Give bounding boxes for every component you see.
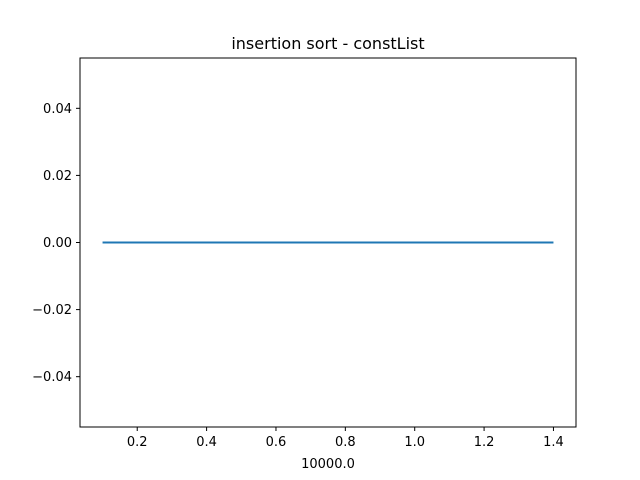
x-tick-label: 1.4 bbox=[543, 435, 564, 450]
x-tick-label: 0.4 bbox=[196, 435, 217, 450]
chart-title: insertion sort - constList bbox=[231, 34, 424, 53]
x-tick-label: 0.8 bbox=[335, 435, 356, 450]
x-tick-label: 0.2 bbox=[127, 435, 148, 450]
y-tick-label: 0.02 bbox=[43, 169, 72, 184]
y-tick-label: 0.04 bbox=[43, 102, 72, 117]
y-axis-ticks: −0.04 −0.02 0.00 0.02 0.04 bbox=[32, 102, 80, 385]
x-offset-label: 10000.0 bbox=[301, 457, 355, 472]
y-tick-label: 0.00 bbox=[43, 236, 72, 251]
x-tick-label: 1.2 bbox=[474, 435, 495, 450]
x-tick-label: 1.0 bbox=[404, 435, 425, 450]
x-axis-ticks: 0.2 0.4 0.6 0.8 1.0 1.2 1.4 bbox=[127, 427, 564, 450]
y-tick-label: −0.02 bbox=[32, 303, 72, 318]
y-tick-label: −0.04 bbox=[32, 370, 72, 385]
x-tick-label: 0.6 bbox=[266, 435, 287, 450]
